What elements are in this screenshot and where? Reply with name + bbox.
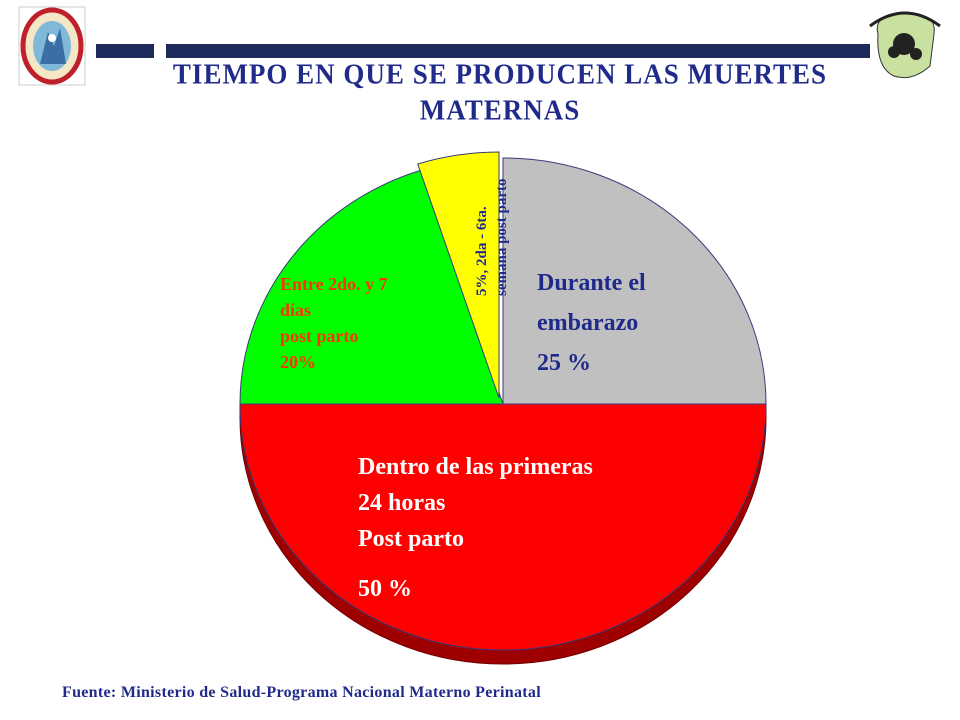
pie-slice-label-line: Durante el [537,270,646,296]
pie-slice-label-line: días [280,300,311,320]
pie-slice-label-line: Post parto [358,526,464,552]
pie-slice-3 [239,169,504,405]
header-bar-right [166,44,870,58]
pie-slice-label-line: 24 horas [358,490,445,516]
pie-slice-label-line: post parto [280,326,359,346]
pie-slice-label-line: 50 % [358,576,412,602]
source-note: Fuente: Ministerio de Salud-Programa Nac… [62,684,541,701]
title-line-1: TIEMPO EN QUE SE PRODUCEN LAS MUERTES [172,58,828,90]
pie-slice-label-1: Durante el embarazo 25 % [537,270,646,376]
pie-slice-label-line: Entre 2do. y 7 [280,274,388,294]
pie-slice-label-4: 5%, 2da - 6ta. semana post parto [474,178,510,296]
pie-slice-label-3: Entre 2do. y 7 días post parto 20% [280,274,388,372]
header-bar-left [96,44,154,58]
pie-slice-4 [417,151,500,399]
pie-slice-1 [502,157,767,405]
page-title: TIEMPO EN QUE SE PRODUCEN LAS MUERTES MA… [150,56,850,127]
pie-slice-label-line: semana post parto [494,178,510,296]
pie-slice-label-line: Dentro de las primeras [358,454,593,480]
pie-slice-label-line: embarazo [537,310,638,336]
pie-slice-label-2: Dentro de las primeras 24 horas Post parto… [358,454,593,602]
gobierno-regional-logo-icon [18,6,86,86]
pie-slice-label-line: 5%, 2da - 6ta. [474,206,490,296]
pie-slice-label-line: 20% [280,352,316,372]
direccion-regional-salud-logo-icon [869,11,941,79]
pie-slice-label-line: 25 % [537,350,591,376]
title-line-2: MATERNAS [419,94,581,126]
pie-slice-2 [239,403,767,651]
